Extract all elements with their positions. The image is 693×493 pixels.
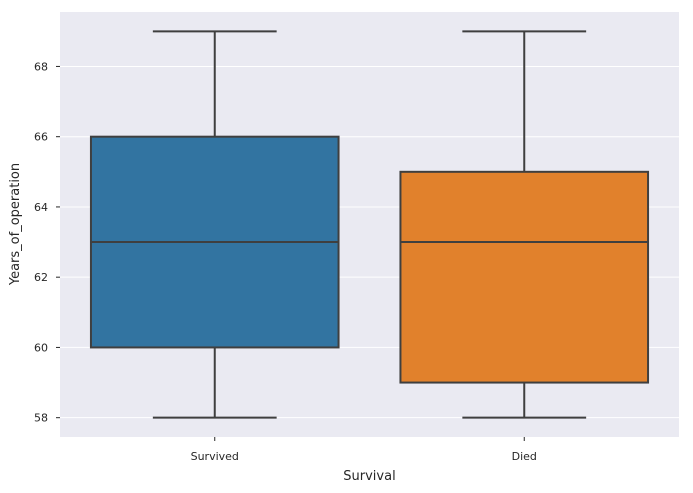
y-axis-ticks: 58 60 62 64 66 68	[34, 60, 60, 425]
y-axis-label: Years_of_operation	[8, 163, 23, 286]
y-tick-label-58: 58	[34, 412, 48, 425]
x-axis-ticks: Survived Died	[191, 437, 537, 463]
y-tick-label-64: 64	[34, 201, 48, 214]
iqr-box-died	[399, 170, 650, 384]
x-tick-label-died: Died	[512, 450, 537, 463]
box-died	[399, 30, 650, 419]
boxes	[89, 30, 650, 419]
y-tick-label-68: 68	[34, 60, 48, 73]
box-survived	[89, 30, 340, 419]
y-tick-label-60: 60	[34, 341, 48, 354]
x-axis-label: Survival	[343, 469, 395, 484]
x-tick-label-survived: Survived	[191, 450, 239, 463]
y-tick-label-62: 62	[34, 271, 48, 284]
y-tick-label-66: 66	[34, 131, 48, 144]
